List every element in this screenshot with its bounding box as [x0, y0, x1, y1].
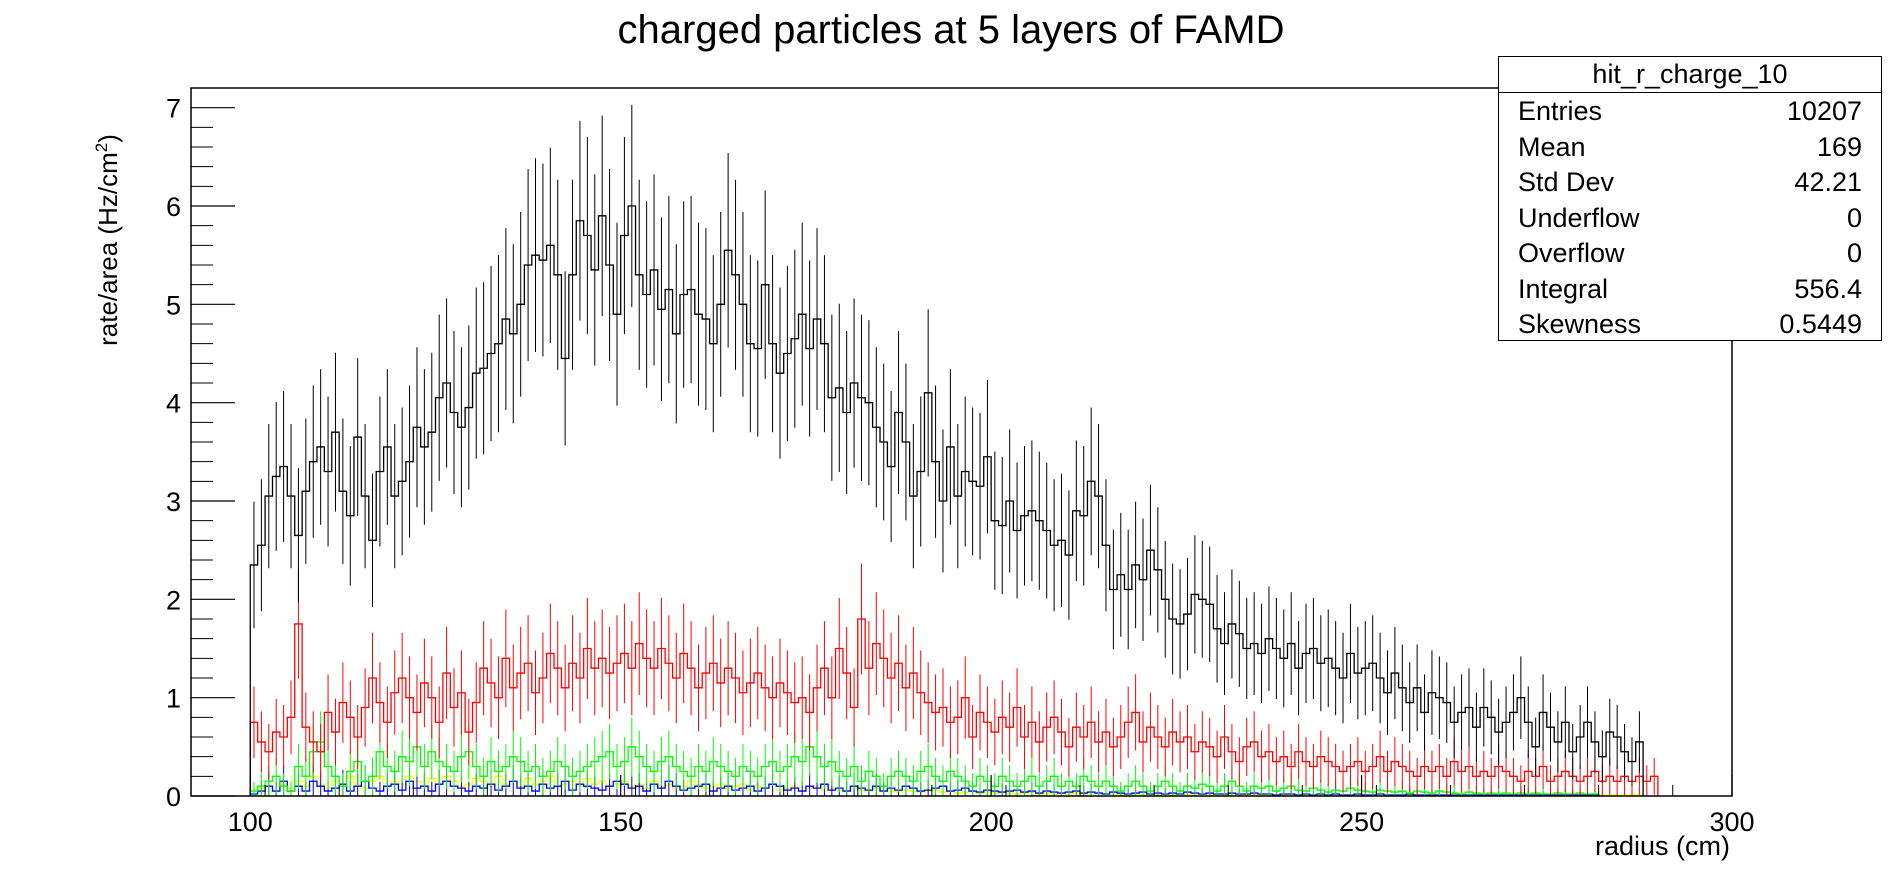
x-tick-label: 250 [1339, 807, 1384, 837]
stats-row-mean: Mean 169 [1499, 129, 1881, 165]
stats-row-integral: Integral 556.4 [1499, 271, 1881, 307]
stats-label: Entries [1518, 96, 1603, 126]
y-tick-label: 0 [166, 782, 181, 812]
stats-label: Underflow [1518, 202, 1640, 233]
x-tick-label: 150 [598, 807, 643, 837]
histogram-step-line [249, 741, 1600, 796]
x-tick-label: 200 [969, 807, 1014, 837]
stats-row-underflow: Underflow 0 [1499, 200, 1881, 236]
histogram-series [249, 711, 1600, 796]
stats-value: 0 [1846, 238, 1862, 268]
y-tick-label: 3 [166, 487, 181, 517]
y-tick-label: 2 [166, 585, 181, 615]
stats-row-entries: Entries 10207 [1499, 93, 1881, 129]
stats-label: Skewness [1518, 309, 1642, 339]
x-tick-label: 100 [228, 807, 273, 837]
stats-title: hit_r_charge_10 [1499, 57, 1881, 93]
stats-row-overflow: Overflow 0 [1499, 235, 1881, 271]
stats-value: 10207 [1786, 96, 1862, 126]
y-tick-label: 5 [166, 290, 181, 320]
x-tick-label: 300 [1709, 807, 1754, 837]
stats-value: 169 [1816, 131, 1862, 162]
y-tick-label: 1 [166, 684, 181, 714]
y-tick-label: 7 [166, 94, 181, 124]
stats-label: Mean [1518, 131, 1586, 162]
histogram-series [249, 563, 1659, 796]
stats-row-std-dev: Std Dev 42.21 [1499, 164, 1881, 200]
stats-label: Integral [1518, 273, 1609, 304]
stats-label: Overflow [1518, 238, 1625, 268]
histogram-step-line [249, 780, 1600, 796]
x-axis-label: radius (cm) [1595, 831, 1730, 861]
chart-title: charged particles at 5 layers of FAMD [618, 8, 1285, 52]
stats-box: hit_r_charge_10 Entries 10207 Mean 169 Std… [1498, 56, 1882, 341]
y-tick-label: 4 [166, 389, 181, 419]
stats-row-skewness: Skewness 0.5449 [1499, 306, 1881, 342]
stats-value: 556.4 [1794, 273, 1862, 304]
histogram-series [249, 104, 1644, 796]
y-axis-label: rate/area (Hz/cm2) [92, 134, 123, 346]
stats-label: Std Dev [1518, 167, 1615, 197]
y-tick-label: 6 [166, 192, 181, 222]
stats-value: 0 [1846, 202, 1862, 233]
stats-value: 0.5449 [1779, 309, 1862, 339]
stats-value: 42.21 [1794, 167, 1862, 197]
histogram-step-line [249, 205, 1644, 796]
